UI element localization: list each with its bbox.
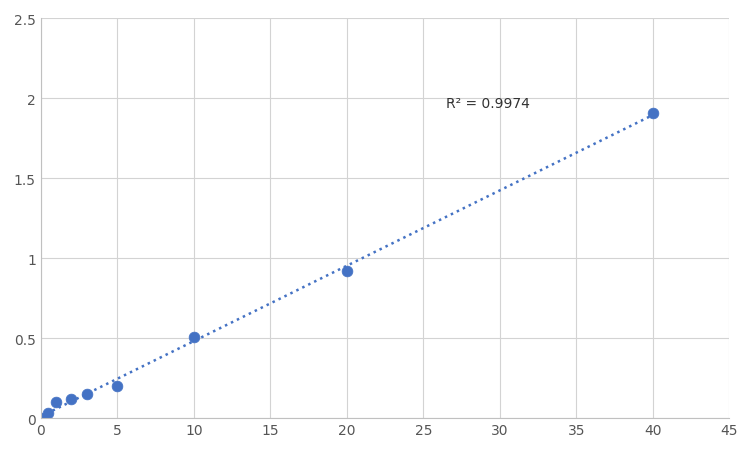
Text: R² = 0.9974: R² = 0.9974 — [446, 97, 530, 111]
Point — [188, 333, 200, 341]
Point — [647, 110, 659, 117]
Point — [65, 396, 77, 403]
Point — [35, 415, 47, 422]
Point — [50, 399, 62, 406]
Point — [341, 268, 353, 275]
Point — [111, 383, 123, 390]
Point — [80, 391, 92, 398]
Point — [42, 410, 54, 417]
